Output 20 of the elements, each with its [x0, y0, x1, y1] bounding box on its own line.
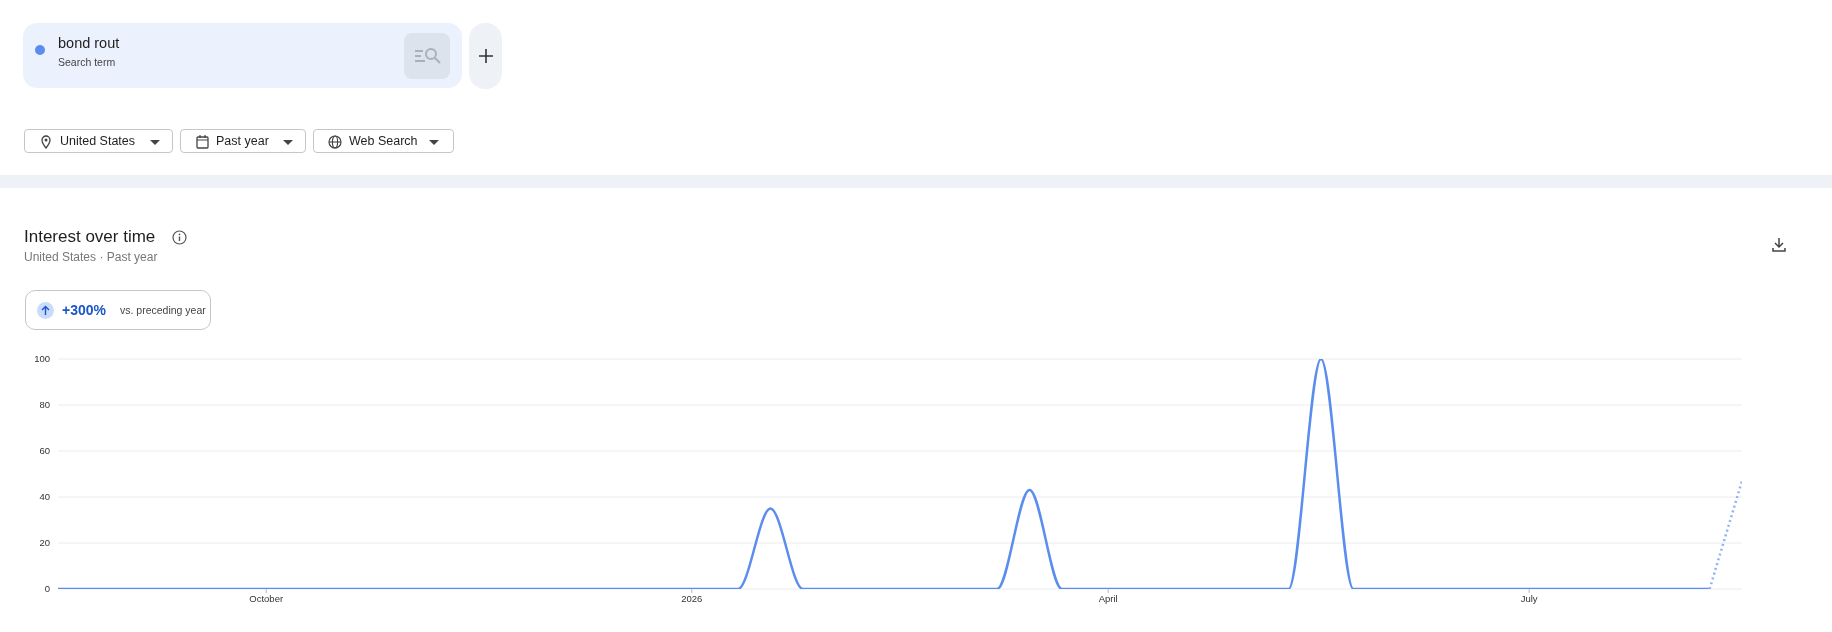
x-tick-label: 2026	[681, 592, 703, 604]
y-tick-label: 0	[44, 583, 50, 595]
y-tick-label: 40	[39, 491, 50, 503]
y-tick-label: 80	[39, 399, 50, 411]
text: Past year	[216, 134, 269, 148]
chart-title: Interest over time	[24, 227, 156, 247]
text: vs. preceding year	[120, 304, 206, 316]
text: Search term	[58, 56, 116, 68]
line-series	[58, 359, 1711, 589]
x-tick-label: July	[1520, 592, 1538, 604]
legend-label: bond rout	[58, 35, 120, 51]
text: Web Search	[349, 134, 418, 148]
x-tick-label: April	[1098, 592, 1118, 604]
chart-subtitle: United States · Past year	[24, 250, 158, 264]
y-tick-label: 60	[39, 445, 50, 457]
text: +300%	[62, 302, 106, 318]
text: United States	[60, 134, 136, 148]
y-tick-label: 20	[39, 537, 50, 549]
y-tick-label: 100	[34, 353, 50, 365]
x-tick-label: October	[249, 592, 284, 604]
